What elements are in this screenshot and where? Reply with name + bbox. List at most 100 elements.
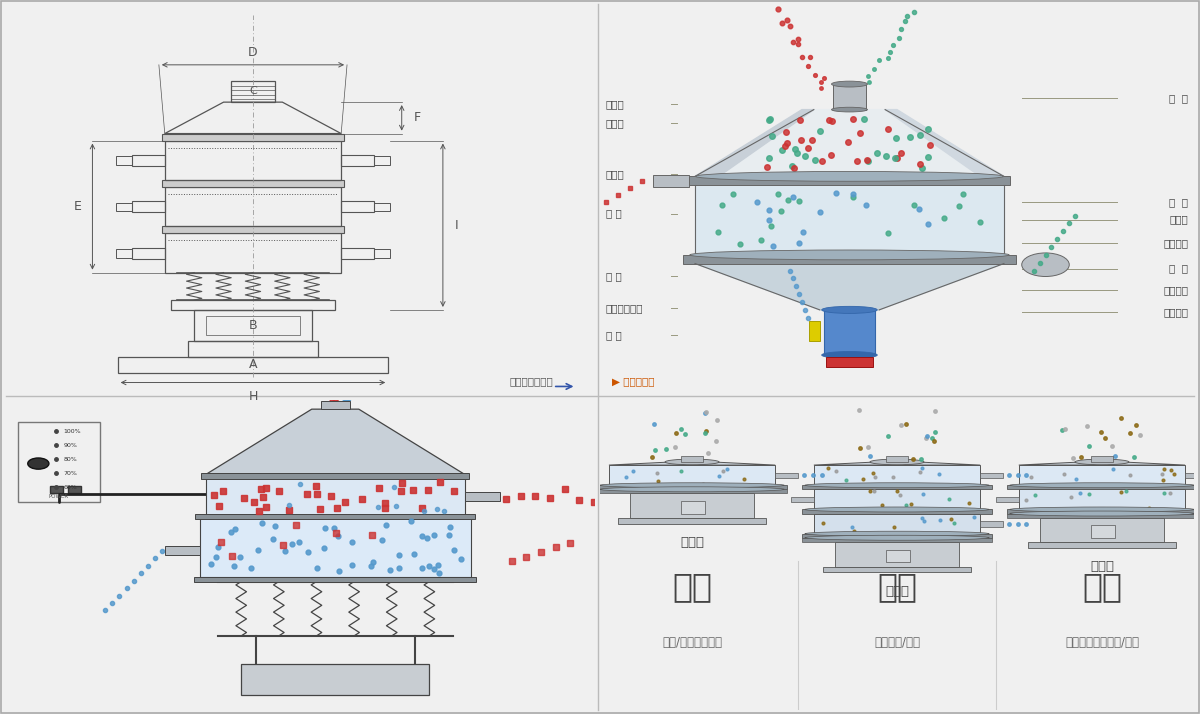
Ellipse shape (1009, 507, 1194, 512)
Ellipse shape (805, 531, 989, 536)
Bar (341, 248, 373, 258)
Bar (682, 501, 706, 513)
Text: H: H (248, 391, 258, 403)
Text: 分级: 分级 (672, 570, 712, 603)
Bar (1091, 526, 1115, 538)
Ellipse shape (805, 536, 989, 540)
Bar (164, 187, 341, 226)
Bar (164, 233, 341, 273)
Bar (341, 155, 373, 166)
Text: 80%: 80% (64, 457, 77, 462)
Bar (802, 533, 992, 538)
Bar (802, 510, 992, 513)
Bar (50, 486, 64, 493)
Bar (162, 180, 344, 187)
Bar (598, 486, 787, 489)
Bar (980, 473, 1003, 478)
Text: 双层式: 双层式 (1090, 560, 1114, 573)
Bar (598, 489, 787, 493)
Bar (682, 456, 703, 462)
Bar (164, 141, 341, 180)
Ellipse shape (696, 171, 1003, 181)
Bar (132, 155, 164, 166)
Ellipse shape (832, 81, 868, 87)
Bar (1186, 473, 1200, 478)
Bar (1091, 456, 1112, 462)
Text: D: D (248, 46, 258, 59)
Bar (18, 421, 100, 503)
Bar (1039, 518, 1164, 543)
Bar (835, 542, 959, 567)
Ellipse shape (805, 507, 989, 512)
Bar (802, 538, 992, 542)
Text: E: E (73, 200, 82, 213)
Bar (116, 203, 132, 211)
Text: 去除异物/结块: 去除异物/结块 (874, 635, 920, 648)
Text: 上部重锤: 上部重锤 (1163, 238, 1188, 248)
Bar (618, 518, 767, 524)
Text: 70%: 70% (64, 471, 78, 476)
Text: 90%: 90% (64, 443, 78, 448)
Bar (194, 310, 312, 341)
Text: 除杂: 除杂 (1082, 570, 1122, 603)
Bar (1007, 513, 1196, 518)
Bar (194, 577, 476, 581)
Text: 去除液体中的颗粒/异物: 去除液体中的颗粒/异物 (1064, 635, 1139, 648)
Text: B: B (248, 319, 257, 332)
Bar (608, 465, 775, 486)
Bar (206, 316, 300, 336)
Bar (775, 473, 798, 478)
Bar (630, 493, 755, 518)
Bar (980, 521, 1003, 527)
Text: 加重块: 加重块 (1169, 214, 1188, 225)
Text: 筛  网: 筛 网 (1169, 93, 1188, 103)
Bar (824, 310, 875, 355)
Bar (887, 550, 910, 562)
Polygon shape (695, 263, 1004, 310)
Polygon shape (886, 109, 1004, 176)
Bar (887, 456, 907, 462)
Ellipse shape (690, 250, 1009, 260)
Bar (1019, 465, 1186, 486)
Bar (814, 513, 980, 533)
Ellipse shape (805, 483, 989, 488)
Bar (814, 489, 980, 510)
Text: 筛  盘: 筛 盘 (1169, 263, 1188, 273)
Text: 进料口: 进料口 (606, 99, 625, 109)
Bar (464, 492, 500, 501)
Text: 过滤: 过滤 (877, 570, 917, 603)
Ellipse shape (822, 306, 877, 313)
Text: F: F (414, 111, 421, 124)
Bar (996, 497, 1019, 503)
Bar (230, 81, 275, 102)
Ellipse shape (1075, 459, 1129, 465)
Ellipse shape (1009, 483, 1194, 488)
Ellipse shape (832, 107, 868, 112)
Bar (196, 514, 475, 519)
Bar (116, 156, 132, 165)
Polygon shape (695, 185, 1004, 255)
Bar (654, 175, 689, 187)
Text: 三层式: 三层式 (886, 585, 910, 598)
Bar (162, 226, 344, 233)
Bar (1027, 543, 1176, 548)
Ellipse shape (870, 459, 924, 465)
Text: POWER: POWER (49, 494, 68, 499)
Bar (241, 664, 430, 695)
Bar (809, 321, 820, 341)
Text: 振动电机: 振动电机 (1163, 285, 1188, 296)
Text: 机 座: 机 座 (606, 331, 622, 341)
Ellipse shape (1009, 511, 1194, 516)
Text: 下部重锤: 下部重锤 (1163, 307, 1188, 317)
Bar (1007, 486, 1196, 489)
Text: 60%: 60% (64, 485, 77, 490)
Bar (132, 248, 164, 258)
Text: 单层式: 单层式 (680, 536, 704, 549)
Text: 出料口: 出料口 (606, 169, 625, 179)
Bar (162, 134, 344, 141)
Bar (132, 201, 164, 213)
Bar (118, 357, 389, 373)
Bar (802, 486, 992, 489)
Text: 外形尺寸示意图: 外形尺寸示意图 (509, 376, 553, 386)
Bar (320, 401, 350, 409)
